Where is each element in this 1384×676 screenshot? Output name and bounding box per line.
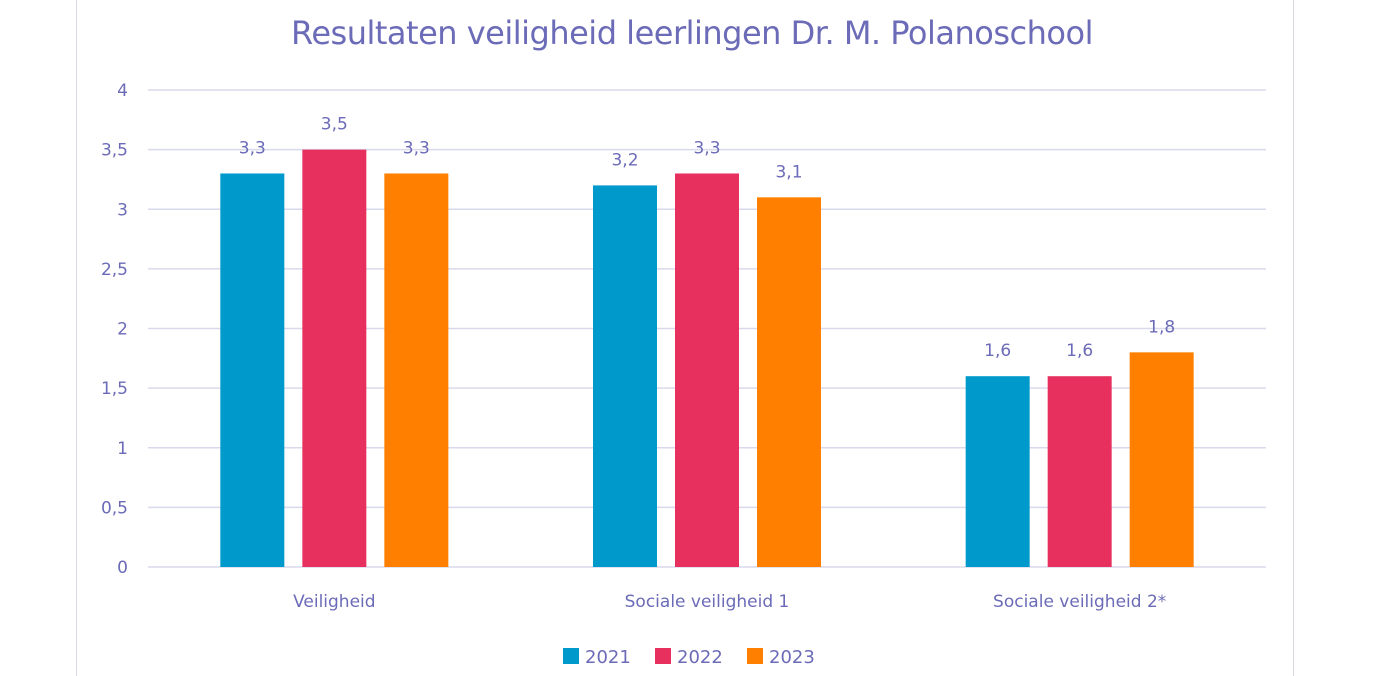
legend: 2021 2022 2023: [563, 647, 815, 668]
legend-swatch: [563, 648, 579, 664]
legend-swatch: [747, 648, 763, 664]
bar-2021: [220, 173, 285, 567]
data-label: 3,5: [321, 115, 348, 135]
data-labels: 3,3 3,5 3,3 3,2 3,3 3,1 1,6 1,6 1,8: [239, 115, 1175, 362]
bar-2022: [675, 173, 739, 567]
category-label: Sociale veiligheid 1: [625, 592, 790, 612]
chart-title: Resultaten veiligheid leerlingen Dr. M. …: [291, 14, 1093, 52]
bar-2023: [757, 197, 821, 567]
data-label: 3,2: [611, 150, 638, 170]
bar-2021: [593, 185, 657, 567]
legend-label: 2022: [677, 647, 723, 668]
y-tick-label: 2: [117, 320, 128, 340]
y-tick-label: 3: [117, 200, 128, 220]
y-axis-tick-labels: 0 0,5 1 1,5 2 2,5 3 3,5 4: [101, 81, 128, 578]
bar-2023: [384, 173, 449, 567]
data-label: 1,6: [984, 341, 1011, 361]
category-label: Sociale veiligheid 2*: [993, 592, 1166, 612]
y-tick-label: 1: [117, 439, 128, 459]
y-tick-label: 0: [117, 558, 128, 578]
data-label: 3,1: [775, 162, 802, 182]
bar-2021: [965, 376, 1030, 567]
legend-swatch: [655, 648, 671, 664]
chart-frame: [76, 0, 1294, 676]
legend-label: 2021: [585, 647, 631, 668]
data-label: 3,3: [693, 138, 720, 158]
legend-label: 2023: [769, 647, 815, 668]
bar-2022: [1047, 376, 1112, 567]
data-label: 3,3: [403, 138, 430, 158]
data-label: 1,8: [1148, 317, 1175, 337]
y-tick-label: 3,5: [101, 141, 128, 161]
data-label: 3,3: [239, 138, 266, 158]
y-tick-label: 2,5: [101, 260, 128, 280]
category-labels: Veiligheid Sociale veiligheid 1 Sociale ve…: [293, 592, 1166, 612]
bar-2022: [302, 149, 367, 567]
bar-2023: [1129, 352, 1194, 567]
y-tick-label: 1,5: [101, 379, 128, 399]
y-tick-label: 4: [117, 81, 128, 101]
bars: [220, 149, 1194, 567]
y-tick-label: 0,5: [101, 498, 128, 518]
category-label: Veiligheid: [293, 592, 375, 612]
data-label: 1,6: [1066, 341, 1093, 361]
